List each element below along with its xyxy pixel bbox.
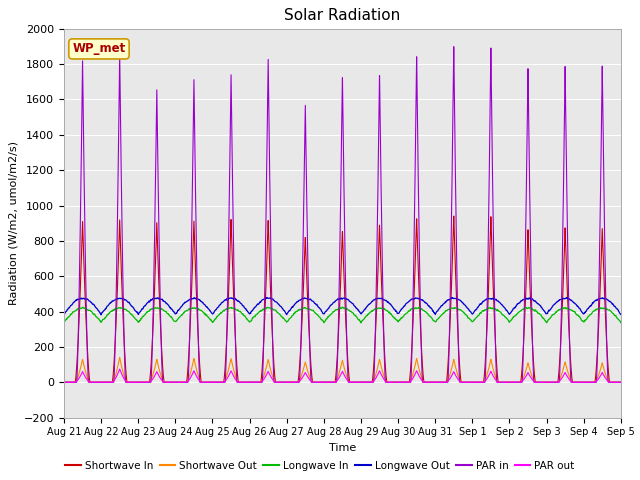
Longwave In: [594, 306, 602, 312]
Longwave Out: [60, 312, 68, 317]
Text: WP_met: WP_met: [72, 42, 125, 55]
Longwave Out: [563, 295, 570, 300]
Shortwave Out: [324, 379, 332, 385]
Longwave Out: [587, 303, 595, 309]
Shortwave In: [450, 213, 458, 219]
PAR in: [587, 379, 595, 385]
PAR out: [324, 379, 332, 385]
PAR out: [587, 379, 595, 385]
Legend: Shortwave In, Shortwave Out, Longwave In, Longwave Out, PAR in, PAR out: Shortwave In, Shortwave Out, Longwave In…: [61, 456, 579, 475]
Shortwave In: [250, 379, 257, 385]
Line: PAR in: PAR in: [64, 47, 621, 382]
Line: Longwave Out: Longwave Out: [64, 298, 621, 315]
PAR in: [467, 379, 475, 385]
Shortwave Out: [250, 379, 257, 385]
Longwave Out: [324, 307, 332, 312]
Shortwave In: [467, 379, 475, 385]
PAR in: [450, 44, 458, 49]
Longwave In: [339, 304, 347, 310]
Line: Longwave In: Longwave In: [64, 307, 621, 323]
Shortwave In: [617, 379, 625, 385]
Shortwave In: [587, 379, 595, 385]
Shortwave Out: [594, 375, 602, 381]
PAR out: [483, 376, 491, 382]
PAR in: [594, 353, 602, 359]
Shortwave Out: [467, 379, 475, 385]
Shortwave Out: [60, 379, 68, 385]
PAR in: [617, 379, 625, 385]
PAR in: [250, 379, 257, 385]
X-axis label: Time: Time: [329, 443, 356, 453]
Longwave Out: [467, 310, 475, 315]
Line: Shortwave In: Shortwave In: [64, 216, 621, 382]
Y-axis label: Radiation (W/m2, umol/m2/s): Radiation (W/m2, umol/m2/s): [8, 141, 18, 305]
Shortwave Out: [116, 355, 124, 360]
PAR out: [467, 379, 475, 385]
Longwave In: [324, 314, 332, 320]
Shortwave Out: [483, 372, 491, 378]
Title: Solar Radiation: Solar Radiation: [284, 9, 401, 24]
Longwave In: [467, 317, 475, 323]
Longwave Out: [97, 312, 105, 318]
PAR out: [250, 379, 257, 385]
Longwave In: [60, 320, 68, 325]
PAR in: [60, 379, 68, 385]
Longwave Out: [617, 312, 625, 317]
Longwave In: [617, 320, 625, 325]
Longwave In: [250, 314, 257, 320]
PAR out: [594, 377, 602, 383]
Shortwave In: [483, 330, 491, 336]
Longwave In: [357, 320, 365, 326]
Line: Shortwave Out: Shortwave Out: [64, 358, 621, 382]
Shortwave In: [594, 347, 602, 353]
Longwave Out: [483, 297, 491, 302]
Shortwave Out: [587, 379, 595, 385]
Longwave Out: [594, 297, 602, 303]
Longwave In: [483, 306, 491, 312]
Shortwave In: [324, 379, 332, 385]
Longwave In: [587, 312, 595, 318]
PAR out: [60, 379, 68, 385]
Shortwave In: [60, 379, 68, 385]
PAR in: [324, 379, 332, 385]
PAR out: [116, 366, 124, 372]
Line: PAR out: PAR out: [64, 369, 621, 382]
PAR out: [617, 379, 625, 385]
Shortwave Out: [617, 379, 625, 385]
PAR in: [483, 323, 491, 328]
Longwave Out: [250, 306, 257, 312]
